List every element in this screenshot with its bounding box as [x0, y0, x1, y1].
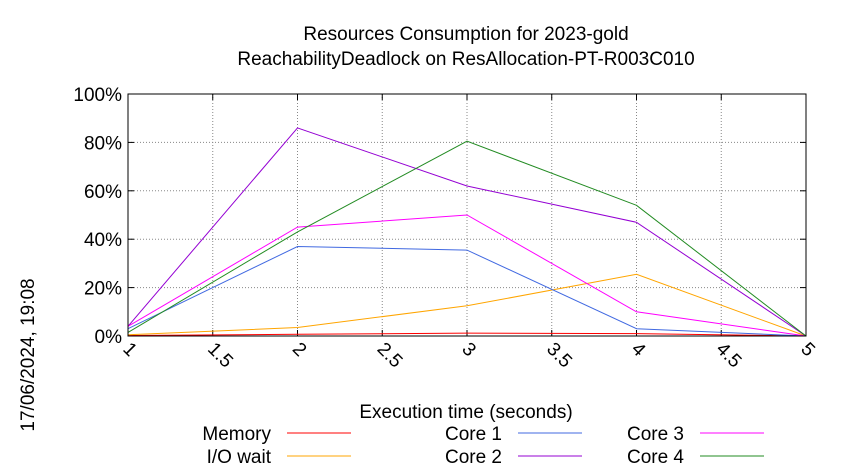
- y-tick-label: 80%: [84, 133, 122, 154]
- y-tick-label: 40%: [84, 230, 122, 251]
- series-lines: [127, 127, 807, 337]
- timestamp: 17/06/2024, 19:08: [18, 278, 39, 431]
- x-tick-label: 2.5: [373, 339, 407, 373]
- x-tick-label: 3: [457, 339, 479, 361]
- series-line-core-2: [127, 127, 807, 337]
- x-tick-label: 4: [627, 339, 650, 362]
- series-line-core-3: [127, 214, 807, 337]
- legend-label: Memory: [202, 424, 271, 445]
- legend-label: Core 1: [445, 424, 502, 445]
- x-tick-label: 5: [796, 339, 818, 361]
- legend-label: Core 2: [445, 447, 502, 468]
- chart-title: Resources Consumption for 2023-gold: [303, 24, 628, 45]
- plot-border: [127, 93, 807, 337]
- x-tick-label: 1.5: [203, 339, 237, 373]
- x-tick-label: 4.5: [712, 339, 746, 373]
- y-tick-label: 0%: [95, 327, 123, 348]
- legend-label: Core 4: [627, 447, 684, 468]
- x-tick-label: 3.5: [542, 339, 576, 373]
- legend-label: Core 3: [627, 424, 684, 445]
- grid: [128, 94, 806, 336]
- series-line-core-1: [127, 245, 807, 337]
- series-line-core-4: [127, 140, 807, 337]
- legend-label: I/O wait: [207, 447, 272, 468]
- y-tick-label: 60%: [84, 182, 122, 203]
- x-tick-label: 2: [288, 339, 310, 361]
- y-tick-label: 100%: [73, 85, 122, 106]
- chart-subtitle: ReachabilityDeadlock on ResAllocation-PT…: [237, 49, 694, 70]
- series-line-i-o-wait: [127, 273, 807, 337]
- y-axis-ticks: 0% 20% 40% 60% 80% 100%: [73, 85, 806, 348]
- x-axis-label: Execution time (seconds): [359, 402, 572, 423]
- y-tick-label: 20%: [84, 279, 122, 300]
- series-line-memory: [127, 332, 807, 337]
